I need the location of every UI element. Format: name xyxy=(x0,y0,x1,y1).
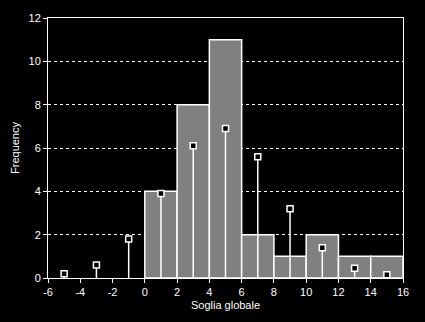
svg-text:6: 6 xyxy=(35,142,41,154)
svg-text:-2: -2 xyxy=(108,286,118,298)
svg-text:4: 4 xyxy=(206,286,212,298)
svg-text:8: 8 xyxy=(35,99,41,111)
svg-text:0: 0 xyxy=(35,272,41,284)
svg-text:0: 0 xyxy=(142,286,148,298)
svg-text:10: 10 xyxy=(29,55,41,67)
svg-text:10: 10 xyxy=(300,286,312,298)
svg-text:14: 14 xyxy=(365,286,377,298)
svg-text:Soglia globale: Soglia globale xyxy=(191,299,260,311)
svg-text:2: 2 xyxy=(35,229,41,241)
svg-text:2: 2 xyxy=(174,286,180,298)
svg-text:6: 6 xyxy=(239,286,245,298)
svg-text:-4: -4 xyxy=(75,286,85,298)
svg-text:-6: -6 xyxy=(43,286,53,298)
svg-text:16: 16 xyxy=(397,286,409,298)
svg-text:12: 12 xyxy=(29,12,41,24)
svg-text:8: 8 xyxy=(271,286,277,298)
svg-text:12: 12 xyxy=(332,286,344,298)
svg-text:Frequency: Frequency xyxy=(9,122,21,174)
svg-text:4: 4 xyxy=(35,185,41,197)
